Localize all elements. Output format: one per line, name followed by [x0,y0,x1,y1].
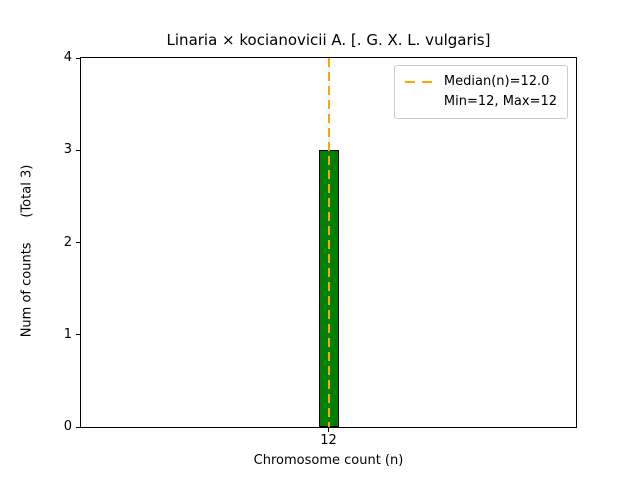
legend-label-median: Median(n)=12.0 [443,74,550,89]
legend-entry-minmax: Min=12, Max=12 [405,92,557,112]
plot-area: Median(n)=12.0 Min=12, Max=12 [80,57,577,428]
legend-label-minmax: Min=12, Max=12 [443,94,557,109]
y-tick-label: 3 [63,142,72,158]
y-tick-label: 2 [63,234,72,250]
x-axis-label: Chromosome count (n) [253,453,404,468]
chart-title: Linaria × kocianovicii A. [. G. X. L. vu… [166,31,491,49]
y-axis-label: Num of counts (Total 3) [19,164,35,338]
legend-swatch-empty [405,101,435,103]
y-tick-mark [76,334,80,336]
x-tick-mark [328,428,329,432]
y-tick-label: 1 [63,326,72,342]
x-tick-label: 12 [320,433,337,448]
median-line [327,58,330,427]
y-tick-mark [76,149,80,151]
y-tick-mark [76,57,80,59]
median-line-legend-swatch [404,81,435,83]
y-tick-mark [76,426,80,428]
y-tick-label: 0 [63,419,72,434]
legend: Median(n)=12.0 Min=12, Max=12 [393,65,568,119]
y-tick-label: 4 [63,50,72,65]
y-tick-mark [76,242,80,243]
legend-entry-median: Median(n)=12.0 [404,72,557,92]
